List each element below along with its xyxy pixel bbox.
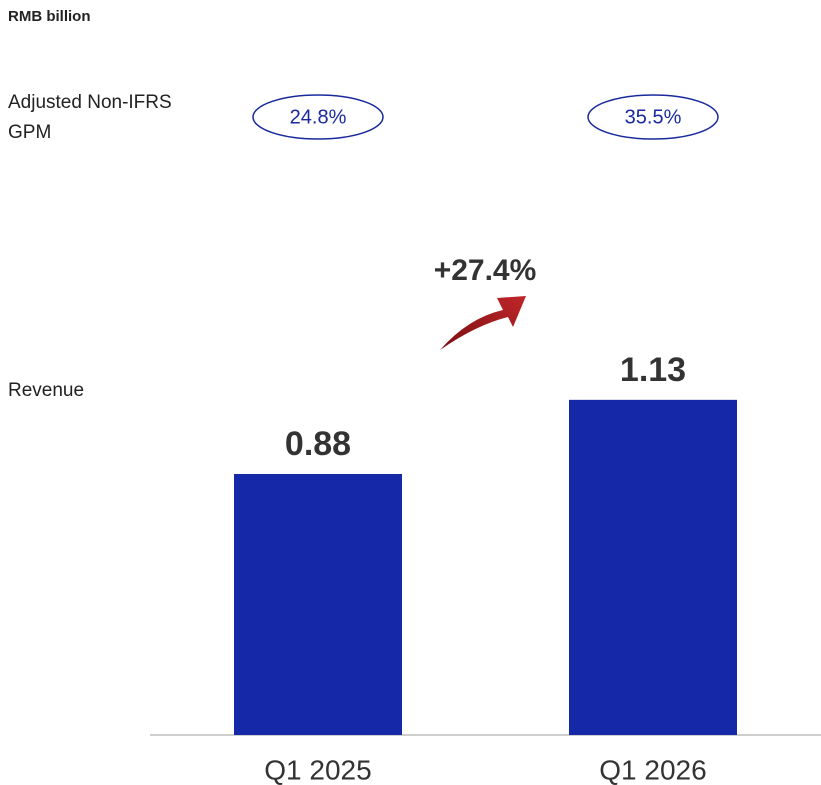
gpm-label: 35.5% [625, 106, 682, 128]
bar [234, 473, 402, 735]
gpm-label: 24.8% [290, 106, 347, 128]
revenue-row-label: Revenue [8, 380, 85, 401]
gpm-ellipse [252, 94, 384, 140]
bar-value-label: 1.13 [620, 351, 686, 389]
x-tick-label: Q1 2026 [599, 754, 706, 785]
x-tick-label: Q1 2025 [264, 754, 371, 785]
gpm-ellipse [587, 94, 719, 140]
growth-label: +27.4% [434, 254, 537, 287]
gpm-row-label: Adjusted Non-IFRS GPM [8, 92, 172, 143]
growth-arrow [440, 296, 526, 350]
bar [569, 399, 737, 735]
unit-label: RMB billion [8, 8, 91, 25]
bar-value-label: 0.88 [285, 425, 351, 463]
